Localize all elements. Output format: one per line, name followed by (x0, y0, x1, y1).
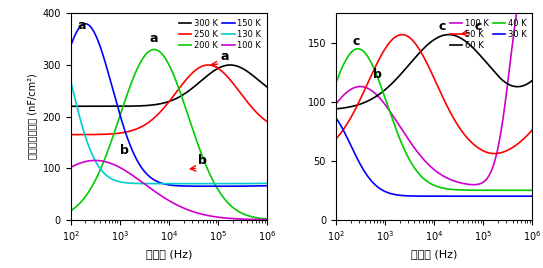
Text: b: b (372, 68, 381, 81)
X-axis label: 周波数 (Hz): 周波数 (Hz) (411, 249, 457, 259)
Text: a: a (220, 50, 229, 63)
X-axis label: 周波数 (Hz): 周波数 (Hz) (146, 249, 192, 259)
Text: a: a (78, 19, 86, 32)
Text: c: c (353, 35, 361, 48)
Legend: 100 K, 50 K, 60 K, 40 K, 30 K: 100 K, 50 K, 60 K, 40 K, 30 K (448, 18, 528, 51)
Text: a: a (149, 32, 157, 45)
Text: b: b (119, 144, 129, 157)
Legend: 300 K, 250 K, 200 K, 150 K, 130 K, 100 K: 300 K, 250 K, 200 K, 150 K, 130 K, 100 K (178, 18, 263, 51)
Text: b: b (198, 154, 207, 167)
Text: c: c (439, 20, 446, 33)
Text: c: c (474, 20, 482, 33)
Y-axis label: 静電容量の虚部 (nF/cm²): 静電容量の虚部 (nF/cm²) (27, 74, 37, 159)
